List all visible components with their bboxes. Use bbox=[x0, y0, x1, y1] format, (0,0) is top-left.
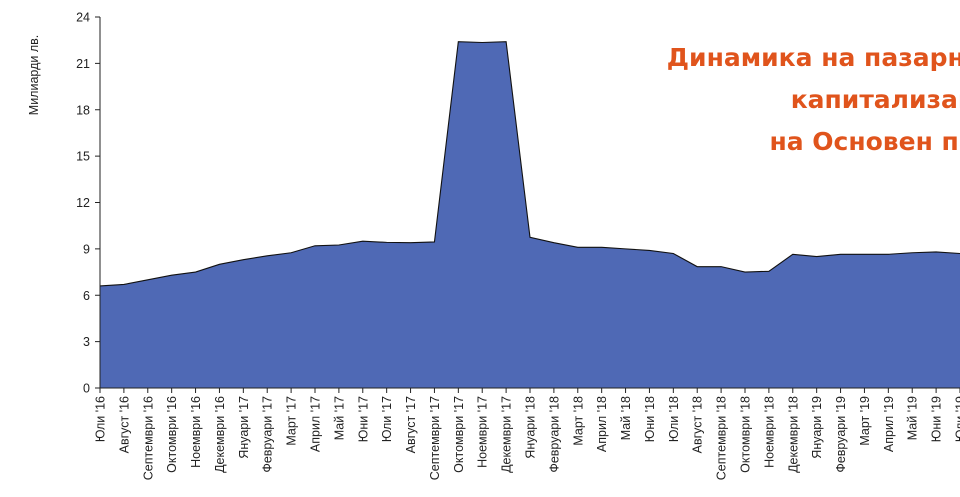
area-layer bbox=[99, 41, 960, 388]
x-tick-label: Ноември '18 bbox=[762, 396, 776, 468]
x-tick-label: Октомври '16 bbox=[165, 396, 179, 473]
area-outline bbox=[99, 41, 960, 287]
x-tick-label: Юни '19 bbox=[930, 396, 944, 442]
x-tick-label: Август '18 bbox=[691, 396, 705, 453]
x-tick-label: Ноември '17 bbox=[476, 396, 490, 468]
y-axis-label: Милиарди лв. bbox=[27, 35, 41, 115]
x-tick-label: Септември '16 bbox=[141, 396, 155, 480]
x-tick-label: Септември '18 bbox=[715, 396, 729, 480]
y-tick-label: 12 bbox=[76, 196, 90, 210]
x-tick-label: Май '17 bbox=[332, 396, 346, 440]
x-tick-label: Ноември '16 bbox=[189, 396, 203, 468]
x-tick-label: Август '17 bbox=[404, 396, 418, 453]
x-tick-label: Юли '18 bbox=[667, 396, 681, 442]
y-tick-label: 21 bbox=[76, 57, 90, 71]
x-tick-label: Август '16 bbox=[117, 396, 131, 453]
x-tick-label: Октомври '17 bbox=[452, 396, 466, 473]
y-tick-label: 0 bbox=[83, 382, 90, 396]
area-series bbox=[100, 41, 960, 388]
axis-layer: 0 3 6 9 12 15 18 21 24 Юли '16 Август '16 Септември… bbox=[76, 11, 960, 480]
x-tick-label: Юни '17 bbox=[356, 396, 370, 442]
x-tick-label: Април '19 bbox=[882, 396, 896, 452]
x-tick-label: Юли '17 bbox=[380, 396, 394, 442]
x-tick-label: Декември '18 bbox=[786, 396, 800, 473]
x-tick-label: Декември '16 bbox=[213, 396, 227, 473]
x-tick-label: Октомври '18 bbox=[739, 396, 753, 473]
x-tick-label: Април '18 bbox=[595, 396, 609, 452]
x-tick-label: Юли '19 bbox=[954, 396, 960, 442]
x-tick-label: Февруари '19 bbox=[834, 396, 848, 473]
x-tick-label: Април '17 bbox=[309, 396, 323, 452]
x-tick-label: Май '18 bbox=[619, 396, 633, 440]
x-tick-label: Юни '18 bbox=[643, 396, 657, 442]
chart-title-line: Динамика на пазарната bbox=[667, 43, 960, 72]
x-tick-label: Февруари '18 bbox=[547, 396, 561, 473]
y-tick-label: 6 bbox=[83, 289, 90, 303]
chart-title: Динамика на пазарната капитализация на Осн… bbox=[667, 43, 960, 156]
y-tick-label: 15 bbox=[76, 150, 90, 164]
x-tick-label: Юли '16 bbox=[94, 396, 108, 442]
x-tick-label: Март '18 bbox=[571, 396, 585, 446]
y-tick-label: 9 bbox=[83, 242, 90, 256]
y-tick-label: 24 bbox=[76, 11, 90, 25]
x-tick-label: Май '19 bbox=[906, 396, 920, 440]
y-tick-label: 18 bbox=[76, 103, 90, 117]
y-tick-label: 3 bbox=[83, 335, 90, 349]
x-tick-label: Февруари '17 bbox=[261, 396, 275, 473]
x-tick-label: Септември '17 bbox=[428, 396, 442, 480]
chart-title-line: на Основен пазар bbox=[769, 127, 960, 156]
x-tick-label: Януари '18 bbox=[524, 396, 538, 459]
x-tick-label: Март '17 bbox=[285, 396, 299, 446]
chart-title-line: капитализация bbox=[791, 85, 960, 114]
x-tick-label: Декември '17 bbox=[500, 396, 514, 473]
x-tick-label: Януари '17 bbox=[237, 396, 251, 459]
x-tick-label: Януари '19 bbox=[810, 396, 824, 459]
x-tick-label: Март '19 bbox=[858, 396, 872, 446]
